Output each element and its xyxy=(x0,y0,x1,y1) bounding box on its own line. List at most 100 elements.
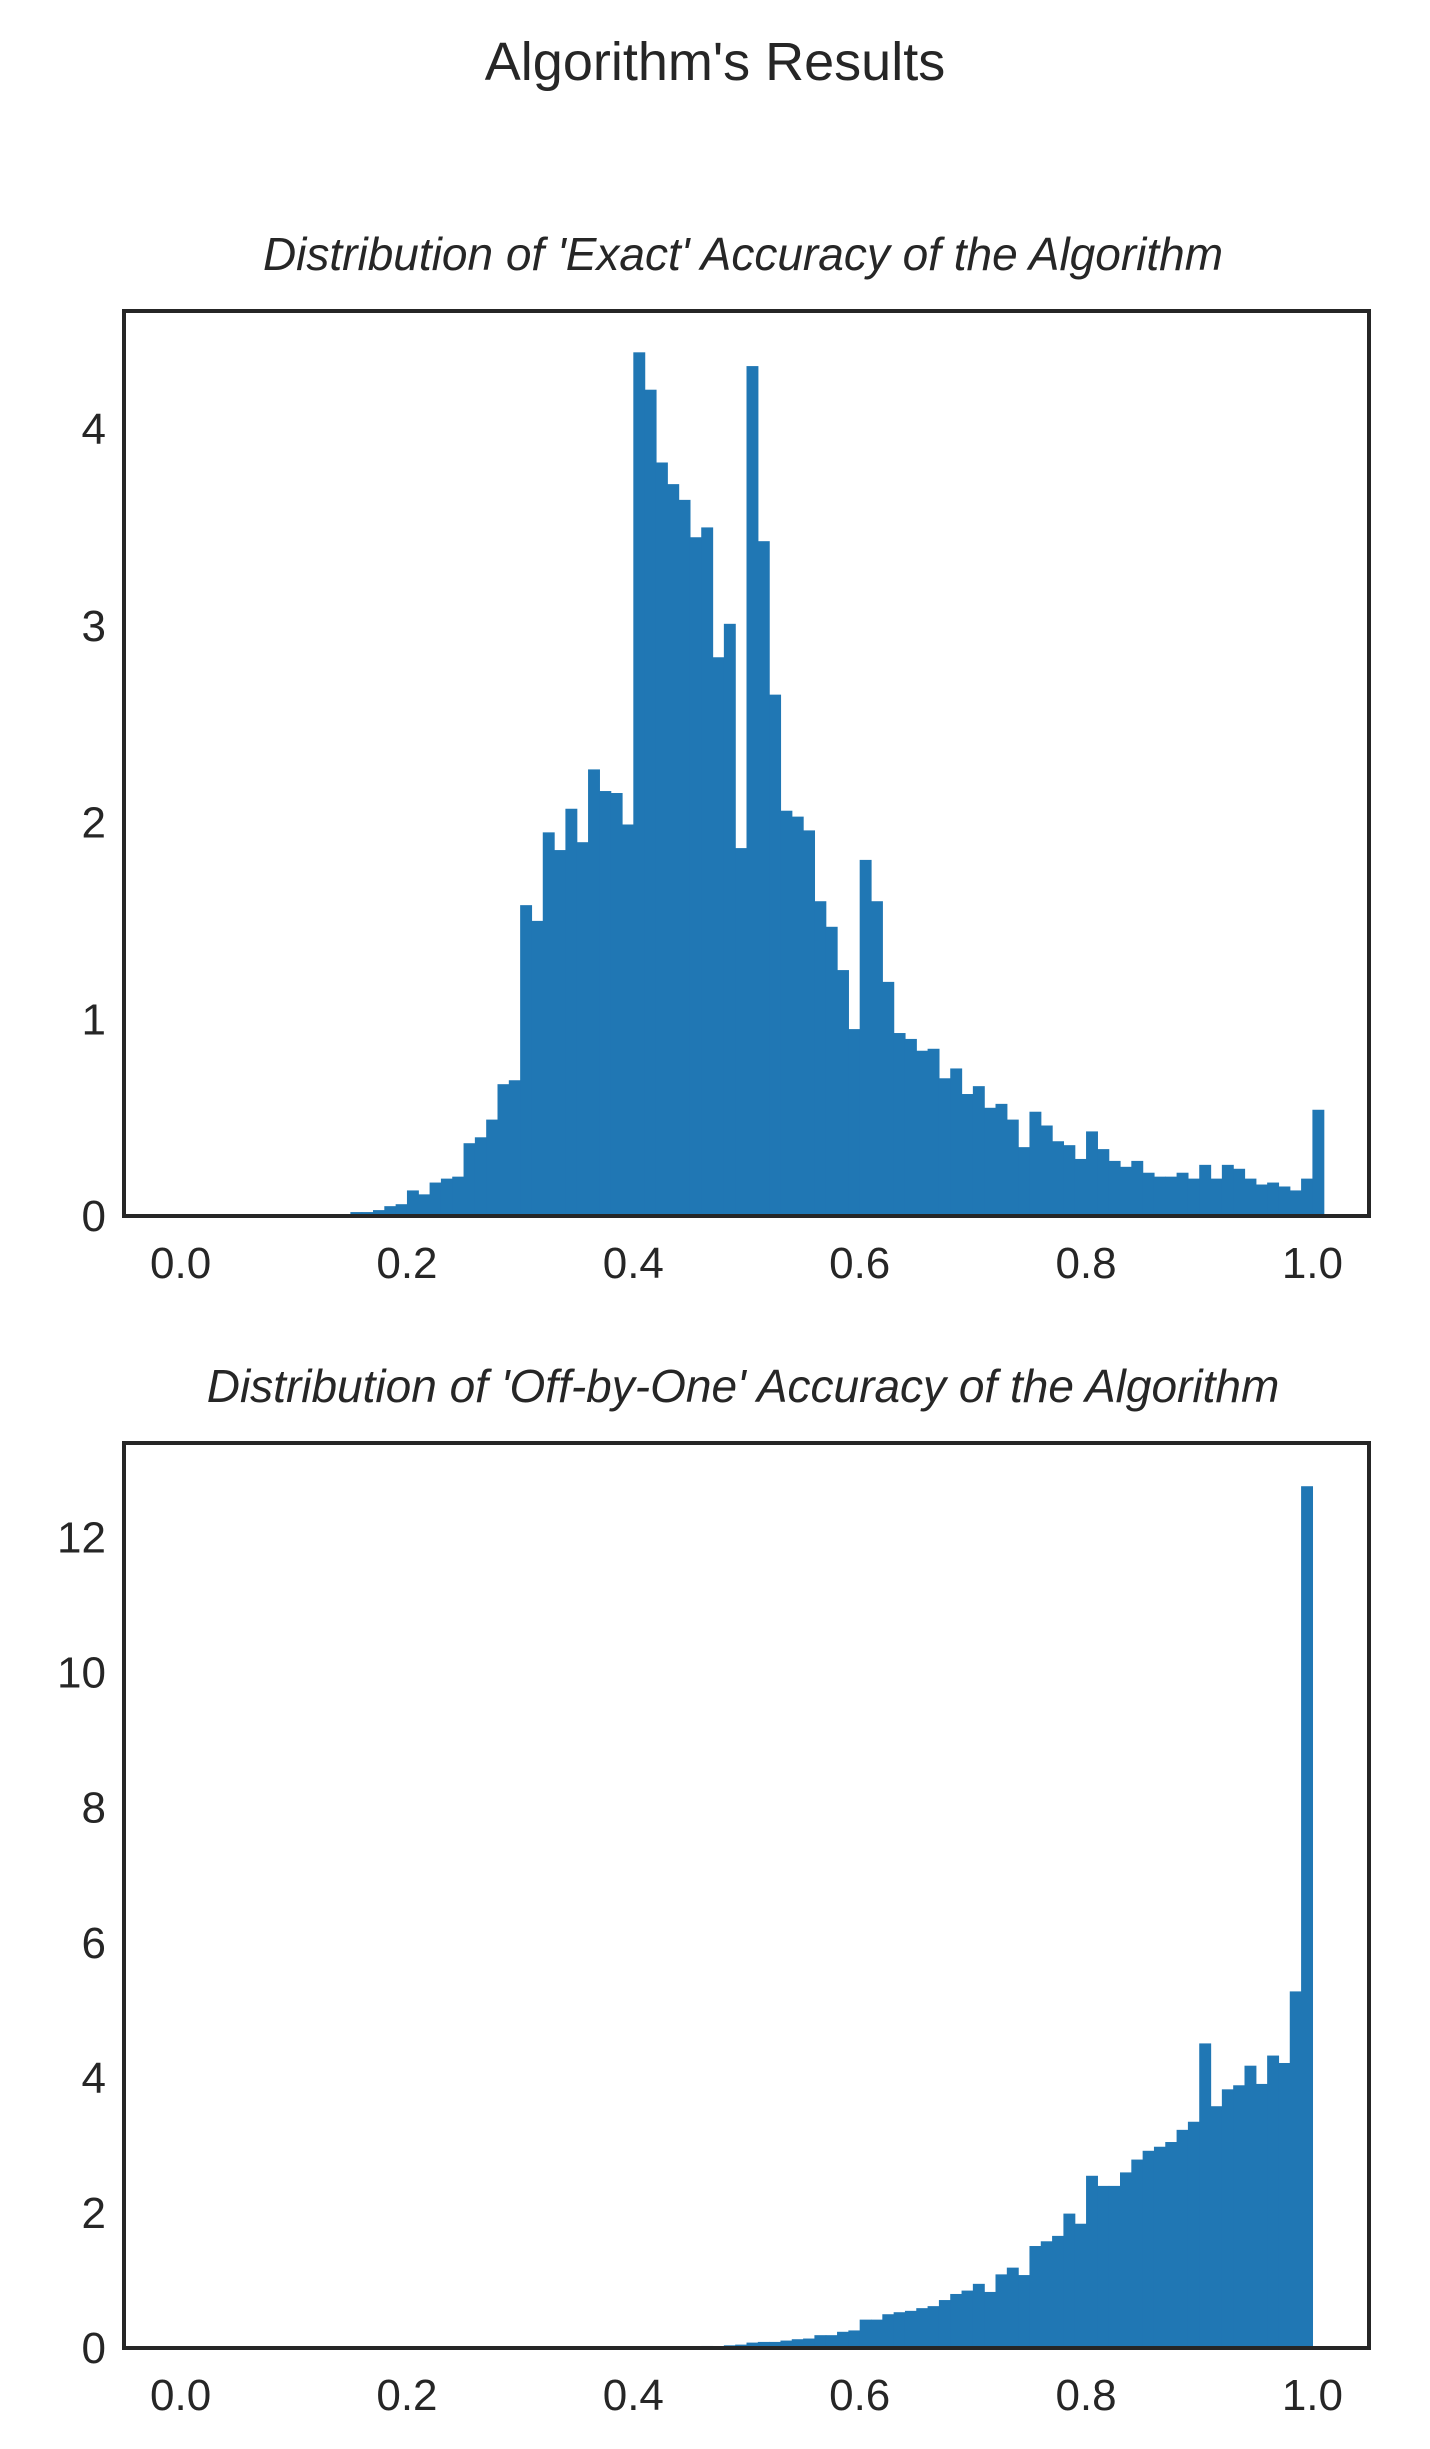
chart-title-exact: Distribution of 'Exact' Accuracy of the … xyxy=(263,228,1223,280)
histogram-bar-exact-34 xyxy=(565,808,578,1216)
y-tick-label-off-by-one-5: 10 xyxy=(57,1649,106,1698)
chart-title-off-by-one: Distribution of 'Off-by-One' Accuracy of… xyxy=(207,1360,1280,1412)
histogram-bar-exact-77 xyxy=(1052,1141,1065,1216)
histogram-bar-exact-83 xyxy=(1120,1166,1132,1216)
histogram-bar-exact-71 xyxy=(984,1107,997,1216)
histogram-bar-exact-35 xyxy=(576,842,589,1216)
histogram-bar-exact-75 xyxy=(1029,1111,1042,1216)
histogram-bar-off-by-one-51 xyxy=(757,2341,770,2348)
histogram-bar-exact-78 xyxy=(1063,1145,1076,1216)
histogram-bar-exact-40 xyxy=(633,352,646,1216)
x-tick-label-exact-5: 1.0 xyxy=(1282,1239,1343,1288)
histogram-bar-off-by-one-67 xyxy=(938,2300,951,2348)
histogram-bar-exact-93 xyxy=(1233,1168,1246,1216)
histogram-bar-exact-44 xyxy=(678,499,691,1216)
histogram-bar-off-by-one-54 xyxy=(791,2339,804,2348)
histogram-bar-exact-46 xyxy=(701,527,714,1216)
histogram-bar-exact-24 xyxy=(452,1176,465,1216)
histogram-bar-exact-87 xyxy=(1165,1176,1178,1216)
histogram-bar-exact-25 xyxy=(463,1143,476,1216)
histogram-bar-off-by-one-52 xyxy=(769,2341,782,2348)
y-tick-label-off-by-one-3: 6 xyxy=(82,1919,106,1968)
histogram-bar-exact-45 xyxy=(689,537,702,1216)
histogram-bar-exact-61 xyxy=(871,901,883,1216)
x-tick-labels-off-by-one: 0.0 0.2 0.4 0.6 0.8 1.0 xyxy=(150,2371,1343,2420)
histogram-bar-off-by-one-85 xyxy=(1142,2150,1155,2348)
y-tick-label-exact-0: 0 xyxy=(82,1192,106,1241)
histogram-bar-exact-32 xyxy=(542,832,555,1216)
histogram-bar-off-by-one-76 xyxy=(1040,2241,1053,2348)
x-tick-label-exact-0: 0.0 xyxy=(150,1239,211,1288)
histogram-bar-exact-67 xyxy=(938,1078,951,1216)
bars-exact xyxy=(327,352,1325,1217)
histogram-bar-exact-53 xyxy=(780,810,793,1216)
histogram-bar-exact-18 xyxy=(384,1206,397,1216)
histogram-bar-off-by-one-64 xyxy=(904,2310,917,2348)
axes-frame-exact xyxy=(122,309,1371,1218)
histogram-bar-off-by-one-57 xyxy=(825,2335,838,2348)
histogram-bar-exact-76 xyxy=(1040,1125,1053,1216)
histogram-bar-exact-57 xyxy=(825,926,838,1216)
histogram-bar-exact-54 xyxy=(791,816,804,1216)
histogram-bar-exact-47 xyxy=(712,657,725,1216)
y-tick-label-off-by-one-2: 4 xyxy=(82,2054,106,2103)
x-tick-label-off-by-one-1: 0.2 xyxy=(376,2371,437,2420)
histogram-bar-exact-84 xyxy=(1131,1160,1144,1216)
histogram-bar-off-by-one-55 xyxy=(803,2338,816,2348)
histogram-bar-exact-85 xyxy=(1142,1172,1155,1216)
figure-suptitle: Algorithm's Results xyxy=(485,32,945,92)
y-tick-label-off-by-one-6: 12 xyxy=(57,1514,106,1563)
x-tick-label-off-by-one-2: 0.4 xyxy=(603,2371,664,2420)
histogram-bar-off-by-one-89 xyxy=(1187,2121,1200,2348)
histogram-bar-off-by-one-94 xyxy=(1244,2065,1257,2348)
histogram-bar-exact-55 xyxy=(803,830,816,1216)
histogram-bar-off-by-one-92 xyxy=(1221,2089,1234,2348)
histogram-bar-exact-38 xyxy=(610,793,623,1216)
histogram-bar-exact-17 xyxy=(373,1210,385,1216)
histogram-bar-off-by-one-66 xyxy=(927,2306,940,2348)
histogram-bar-exact-59 xyxy=(848,1029,861,1216)
histogram-bar-exact-89 xyxy=(1187,1178,1200,1216)
histogram-bar-exact-73 xyxy=(1006,1119,1019,1216)
histogram-bar-exact-52 xyxy=(769,694,782,1216)
histogram-bar-exact-72 xyxy=(995,1103,1008,1216)
x-tick-label-off-by-one-0: 0.0 xyxy=(150,2371,211,2420)
histogram-bar-off-by-one-93 xyxy=(1233,2085,1246,2348)
histogram-bar-exact-36 xyxy=(588,769,600,1216)
histogram-bar-off-by-one-97 xyxy=(1278,2062,1291,2348)
histogram-bar-exact-81 xyxy=(1097,1149,1110,1216)
histogram-bar-exact-22 xyxy=(429,1182,442,1216)
histogram-bar-off-by-one-62 xyxy=(882,2314,895,2348)
y-tick-labels-exact: 0 1 2 3 4 xyxy=(82,405,106,1241)
bars-off-by-one xyxy=(689,1486,1314,2348)
histogram-bar-exact-74 xyxy=(1018,1147,1031,1216)
histogram-bar-off-by-one-82 xyxy=(1108,2185,1121,2348)
histogram-bar-off-by-one-58 xyxy=(837,2331,849,2348)
histogram-bar-exact-96 xyxy=(1267,1182,1280,1216)
histogram-bar-exact-97 xyxy=(1278,1186,1291,1216)
histogram-bar-off-by-one-63 xyxy=(893,2312,906,2348)
histogram-bar-exact-88 xyxy=(1176,1172,1189,1216)
histogram-bar-exact-50 xyxy=(746,366,759,1217)
x-tick-label-exact-4: 0.8 xyxy=(1055,1239,1116,1288)
y-tick-label-off-by-one-0: 0 xyxy=(82,2324,106,2373)
x-tick-label-exact-1: 0.2 xyxy=(376,1239,437,1288)
histogram-bar-exact-98 xyxy=(1289,1190,1302,1216)
histogram-bar-exact-100 xyxy=(1312,1109,1325,1216)
histogram-bar-exact-49 xyxy=(735,848,748,1216)
histogram-bar-exact-79 xyxy=(1074,1158,1087,1216)
histogram-bar-exact-29 xyxy=(508,1080,521,1216)
histogram-bar-off-by-one-59 xyxy=(848,2330,861,2348)
histogram-bar-exact-27 xyxy=(486,1119,499,1216)
histogram-bar-exact-48 xyxy=(723,623,736,1216)
histogram-bar-exact-70 xyxy=(972,1086,985,1216)
histogram-bar-off-by-one-84 xyxy=(1131,2159,1144,2348)
histogram-bar-exact-62 xyxy=(882,981,895,1216)
histogram-bar-off-by-one-69 xyxy=(961,2290,974,2348)
histogram-bar-exact-58 xyxy=(837,970,849,1216)
x-tick-label-off-by-one-3: 0.6 xyxy=(829,2371,890,2420)
x-tick-labels-exact: 0.0 0.2 0.4 0.6 0.8 1.0 xyxy=(150,1239,1343,1288)
histogram-bar-off-by-one-91 xyxy=(1210,2106,1223,2348)
histogram-bar-off-by-one-61 xyxy=(871,2319,883,2348)
histogram-bar-off-by-one-99 xyxy=(1301,1486,1314,2348)
